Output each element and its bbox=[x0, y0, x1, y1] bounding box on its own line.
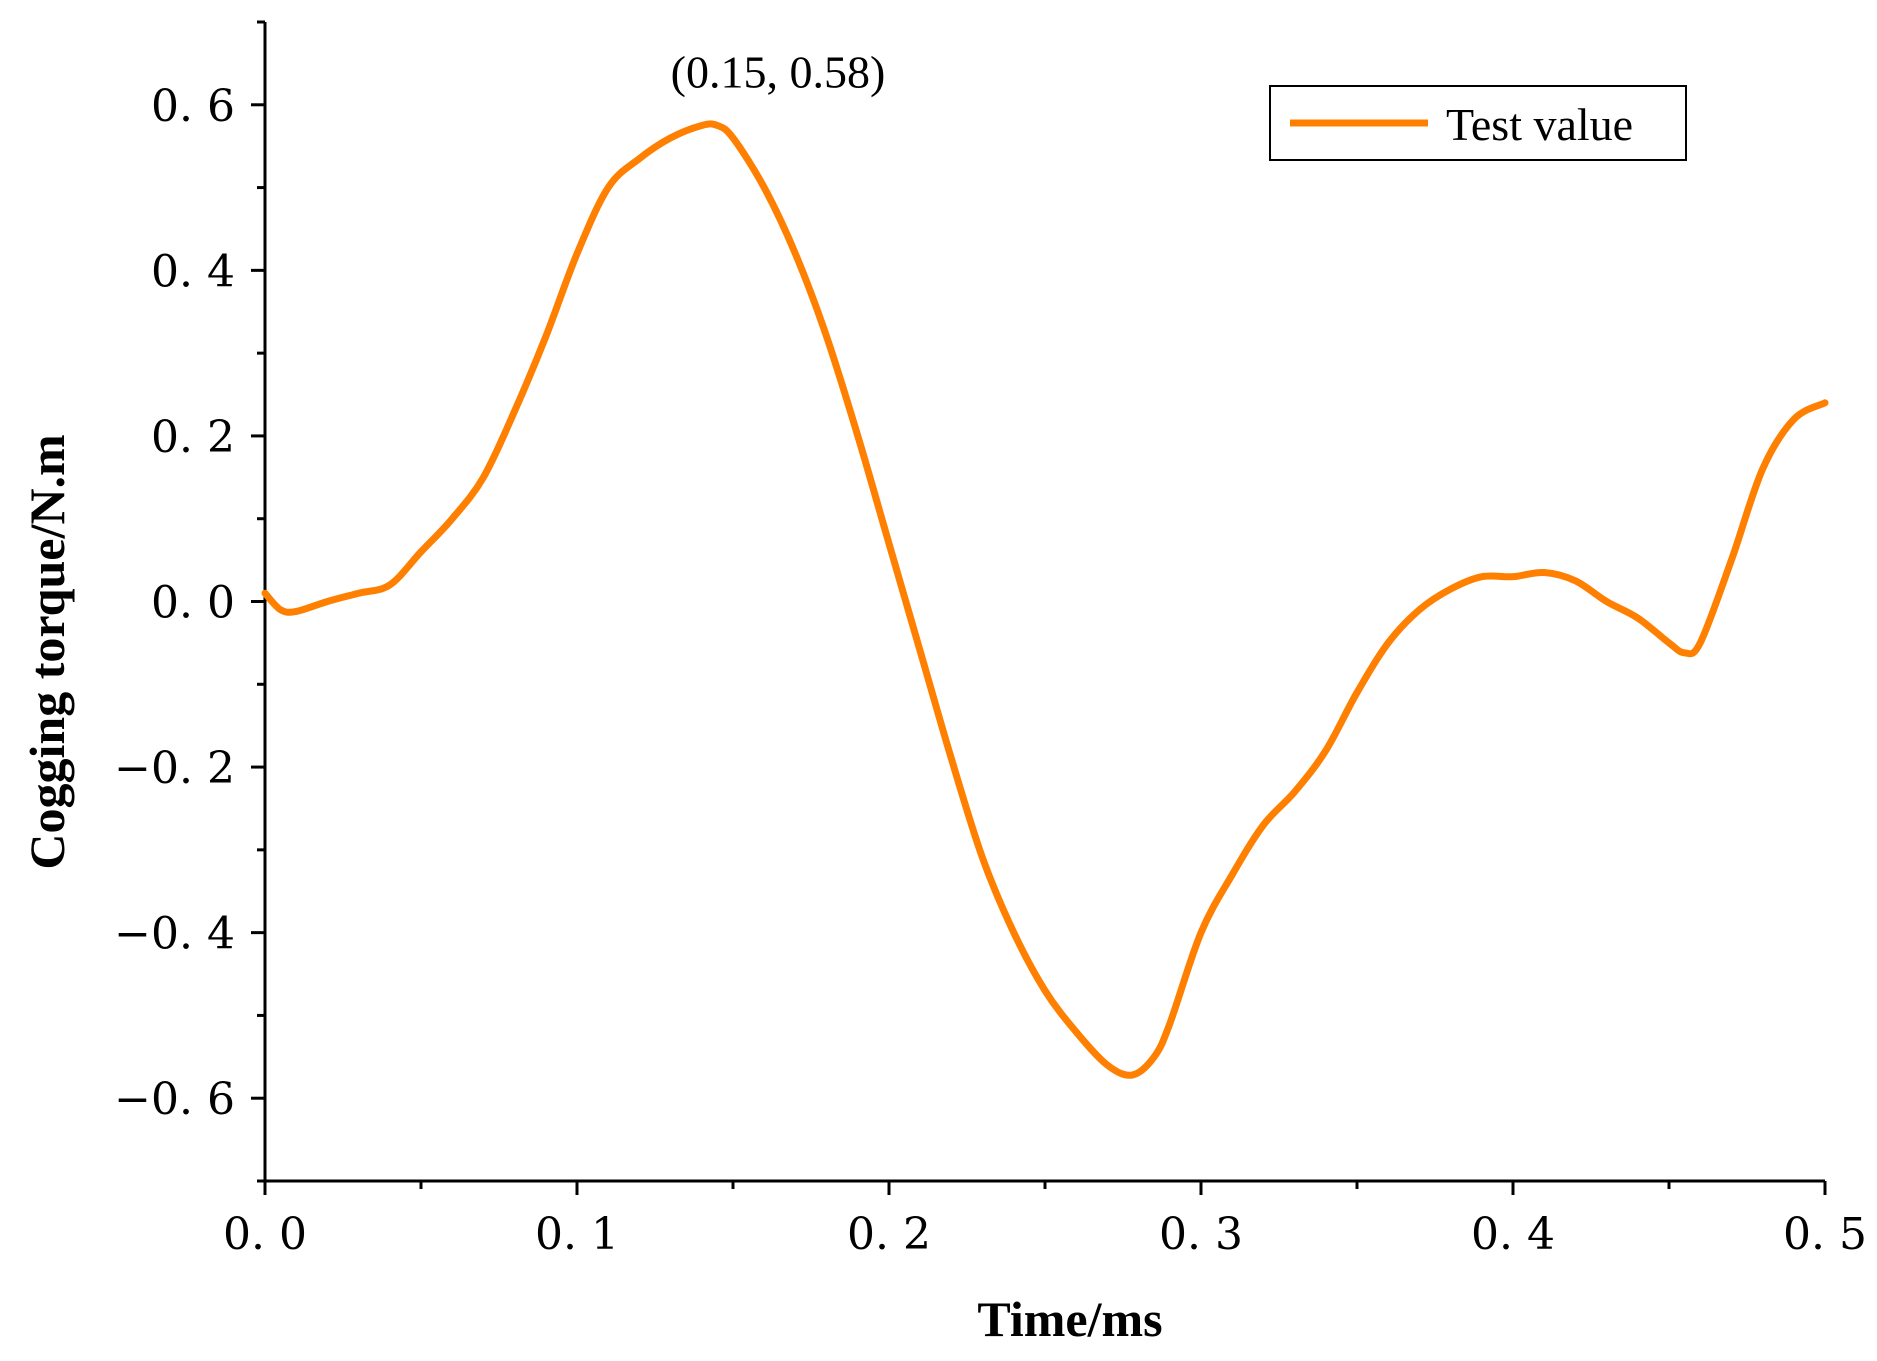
y-tick-label: −0. 2 bbox=[114, 743, 235, 794]
x-tick-label: 0. 1 bbox=[535, 1209, 619, 1260]
y-tick-label: 0. 2 bbox=[151, 412, 235, 463]
y-axis-title: Cogging torque/N.m bbox=[19, 434, 75, 869]
plot-frame bbox=[263, 22, 1825, 1183]
series-layer bbox=[261, 120, 1829, 1079]
series-line-test-value bbox=[261, 120, 1829, 1079]
x-axis: 0. 0 0. 1 0. 2 0. 3 0. 4 0. 5 bbox=[223, 1181, 1867, 1260]
y-tick-label: −0. 4 bbox=[114, 909, 235, 960]
x-tick-label: 0. 2 bbox=[847, 1209, 931, 1260]
y-axis: 0. 6 0. 4 0. 2 0. 0 −0. 2 −0. 4 −0. 6 bbox=[114, 20, 265, 1183]
x-tick-label: 0. 5 bbox=[1783, 1209, 1867, 1260]
x-tick-label: 0. 0 bbox=[223, 1209, 307, 1260]
legend: Test value bbox=[1269, 85, 1687, 161]
y-tick-label: 0. 4 bbox=[151, 246, 235, 297]
x-tick-label: 0. 4 bbox=[1471, 1209, 1555, 1260]
x-axis-title: Time/ms bbox=[977, 1291, 1162, 1347]
peak-annotation: (0.15, 0.58) bbox=[671, 46, 886, 97]
legend-label-test-value: Test value bbox=[1446, 99, 1633, 150]
y-tick-label: −0. 6 bbox=[114, 1074, 235, 1125]
y-tick-label: 0. 0 bbox=[151, 578, 235, 629]
y-tick-label: 0. 6 bbox=[151, 81, 235, 132]
x-tick-label: 0. 3 bbox=[1159, 1209, 1243, 1260]
